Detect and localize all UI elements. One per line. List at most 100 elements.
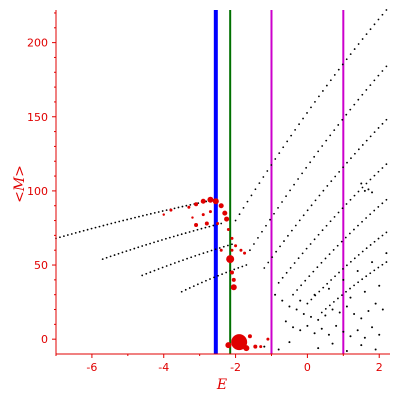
scatter-point <box>371 261 374 264</box>
branch-4-point <box>302 117 304 120</box>
scatter-point <box>292 326 295 329</box>
red-point <box>201 213 205 217</box>
branch-2-point <box>222 245 225 248</box>
branch-6-point <box>346 161 348 164</box>
branch-0-point <box>90 227 93 230</box>
branch-9-point <box>385 231 388 234</box>
branch-7-point <box>369 178 372 181</box>
branch-7-point <box>297 257 300 260</box>
branch-5-point <box>333 129 336 132</box>
y-tick-label: 100 <box>27 185 48 198</box>
branch-5-point <box>349 108 352 111</box>
red-point <box>247 334 252 339</box>
branch-4-point <box>341 63 344 66</box>
branch-6-point <box>287 234 289 237</box>
branch-4-point <box>325 84 328 87</box>
branch-1-point <box>117 252 120 255</box>
scatter-point <box>345 305 348 308</box>
branch-7-point <box>357 190 360 193</box>
branch-9-point <box>322 286 325 289</box>
branch-2-point <box>202 252 205 255</box>
branch-8-point <box>324 257 327 260</box>
branch-4-point <box>337 68 340 71</box>
branch-0-point <box>94 226 97 229</box>
branch-5-point <box>269 218 271 221</box>
branch-7-point <box>337 211 340 214</box>
branch-10-point <box>385 261 388 263</box>
branch-4-point <box>357 43 360 45</box>
vertical-lines <box>213 10 345 354</box>
axes <box>55 10 390 355</box>
branch-10-point <box>365 275 368 278</box>
branch-3-point <box>192 285 195 288</box>
branch-7-point <box>325 224 328 227</box>
branch-2-point <box>214 248 217 251</box>
branch-7-point <box>293 262 296 264</box>
branch-3-point <box>245 264 248 266</box>
red-point <box>230 248 234 252</box>
branch-6-point <box>275 250 278 253</box>
red-point <box>218 203 224 209</box>
branch-6-point <box>381 122 384 125</box>
branch-0-point <box>181 205 184 208</box>
red-point <box>226 227 230 231</box>
scatter-point <box>302 312 305 315</box>
branch-6-point <box>267 261 270 264</box>
branch-4-point <box>318 95 320 98</box>
branch-8-point <box>365 217 368 219</box>
branch-6-point <box>279 245 281 248</box>
branch-9-point <box>357 253 360 256</box>
branch-10-point <box>361 278 364 281</box>
branch-0-point <box>122 219 125 222</box>
branch-1-point <box>200 227 203 230</box>
branch-8-point <box>340 240 343 243</box>
branch-1-point <box>129 248 132 251</box>
branch-4-point <box>270 164 273 166</box>
red-point <box>169 208 173 212</box>
scatter-point <box>374 348 377 351</box>
branch-2-point <box>210 249 213 252</box>
branch-4-point <box>294 128 297 131</box>
red-point <box>243 345 250 352</box>
branch-2-point <box>157 268 160 270</box>
branch-3-point <box>201 281 203 284</box>
branch-7-point <box>373 174 376 177</box>
red-point <box>231 334 248 351</box>
branch-7-point <box>353 194 356 197</box>
branch-0-point <box>102 224 105 227</box>
branch-6-point <box>314 199 317 202</box>
branch-5-point <box>309 161 312 164</box>
branch-2-point <box>141 274 144 277</box>
branch-8-point <box>316 266 319 269</box>
branch-8-point <box>373 209 376 212</box>
branch-9-point <box>349 260 352 263</box>
x-ticks: -6 -4 -2 0 2 <box>55 354 383 374</box>
scatter-point <box>356 269 359 272</box>
branch-8-point <box>296 289 298 291</box>
branch-7-point <box>285 271 288 274</box>
branch-0-point <box>153 211 156 214</box>
red-point <box>204 221 209 226</box>
branch-3-point <box>217 274 219 277</box>
branch-5-point <box>313 155 316 158</box>
scatter-point <box>320 327 323 330</box>
branch-2-point <box>231 243 233 246</box>
branch-7-point <box>313 238 316 241</box>
branch-10-point <box>357 281 360 284</box>
branch-8-point <box>332 249 335 251</box>
branch-9-point <box>369 244 372 246</box>
branch-2-point <box>182 259 184 262</box>
branch-6-point <box>294 224 297 227</box>
branch-0-point <box>114 221 117 224</box>
branch-4-point <box>266 170 269 172</box>
branch-5-point <box>281 201 283 203</box>
branch-7-point <box>345 203 348 205</box>
red-point <box>200 198 206 204</box>
branch-10-point <box>337 297 339 300</box>
branch-9-point <box>334 275 336 278</box>
branch-2-point <box>153 269 156 272</box>
scatter-point <box>309 315 312 318</box>
red-point <box>259 345 263 349</box>
scatter-point <box>360 317 363 320</box>
